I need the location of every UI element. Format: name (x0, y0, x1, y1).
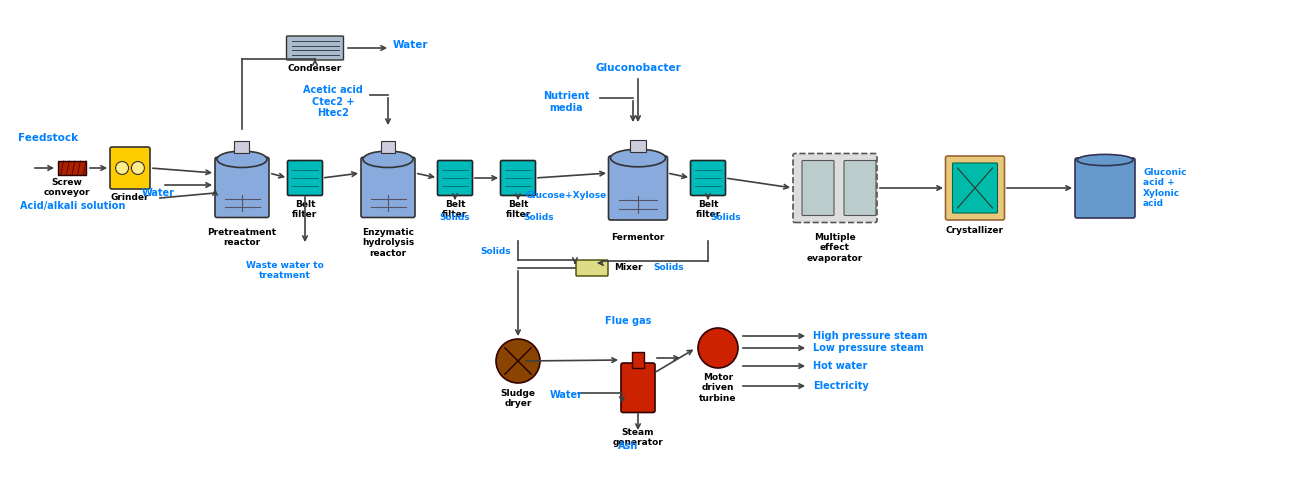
Text: Ash: Ash (618, 441, 638, 451)
Circle shape (497, 339, 540, 383)
FancyBboxPatch shape (500, 160, 536, 196)
Text: Nutrient
media: Nutrient media (543, 91, 589, 113)
Text: Fermentor: Fermentor (611, 233, 664, 242)
Bar (58, 161, 86, 175)
Text: Screw
conveyor: Screw conveyor (44, 178, 90, 197)
Ellipse shape (363, 151, 413, 167)
Text: Solids: Solids (480, 246, 511, 256)
Text: Solids: Solids (523, 213, 554, 222)
Text: High pressure steam: High pressure steam (812, 331, 927, 341)
Text: Belt
filter: Belt filter (292, 200, 317, 219)
Text: Motor
driven
turbine: Motor driven turbine (699, 373, 737, 403)
Text: Solids: Solids (710, 213, 741, 222)
Text: Flue gas: Flue gas (604, 316, 651, 326)
Circle shape (698, 328, 738, 368)
FancyBboxPatch shape (111, 147, 150, 189)
FancyBboxPatch shape (576, 260, 608, 276)
Text: Condenser: Condenser (287, 64, 342, 73)
Circle shape (131, 161, 144, 175)
Text: Pretreatment
reactor: Pretreatment reactor (208, 228, 277, 247)
Text: Gluconobacter: Gluconobacter (595, 63, 681, 73)
Text: Belt
filter: Belt filter (506, 200, 530, 219)
Text: Hot water: Hot water (812, 361, 867, 371)
Text: Gluconic
acid +
Xylonic
acid: Gluconic acid + Xylonic acid (1143, 168, 1187, 208)
Text: Grinder: Grinder (111, 193, 150, 202)
Text: Water: Water (393, 40, 429, 50)
FancyBboxPatch shape (690, 160, 725, 196)
FancyBboxPatch shape (953, 163, 997, 213)
Bar (632, 352, 644, 368)
Text: Mixer: Mixer (614, 264, 642, 273)
Text: Water: Water (550, 390, 582, 400)
Text: Solids: Solids (439, 213, 471, 222)
Circle shape (116, 161, 129, 175)
Text: Acetic acid
Ctec2 +
Htec2: Acetic acid Ctec2 + Htec2 (303, 85, 363, 118)
Text: Multiple
effect
evaporator: Multiple effect evaporator (807, 233, 863, 263)
Text: Belt
filter: Belt filter (696, 200, 720, 219)
Text: Low pressure steam: Low pressure steam (812, 343, 924, 353)
FancyBboxPatch shape (945, 156, 1005, 220)
FancyBboxPatch shape (234, 141, 250, 153)
FancyBboxPatch shape (629, 140, 646, 151)
Text: Crystallizer: Crystallizer (946, 226, 1004, 235)
FancyBboxPatch shape (286, 36, 343, 60)
FancyBboxPatch shape (802, 160, 835, 215)
Text: Enzymatic
hydrolysis
reactor: Enzymatic hydrolysis reactor (361, 228, 415, 258)
Text: Acid/alkali solution: Acid/alkali solution (20, 201, 125, 211)
FancyBboxPatch shape (287, 160, 322, 196)
FancyBboxPatch shape (793, 153, 878, 222)
Text: Solids: Solids (653, 264, 684, 273)
Ellipse shape (1076, 154, 1134, 165)
FancyBboxPatch shape (844, 160, 876, 215)
FancyBboxPatch shape (381, 141, 395, 153)
FancyBboxPatch shape (214, 157, 269, 217)
Text: Sludge
dryer: Sludge dryer (500, 389, 536, 408)
Text: Steam
generator: Steam generator (612, 428, 663, 447)
FancyBboxPatch shape (1075, 158, 1135, 218)
Ellipse shape (217, 151, 266, 167)
Text: Feedstock: Feedstock (18, 133, 78, 143)
FancyBboxPatch shape (608, 156, 667, 220)
Text: Belt
filter: Belt filter (442, 200, 468, 219)
Ellipse shape (611, 149, 666, 167)
FancyBboxPatch shape (438, 160, 472, 196)
Text: Water: Water (142, 188, 176, 198)
Text: Waste water to
treatment: Waste water to treatment (246, 261, 324, 280)
Text: Electricity: Electricity (812, 381, 868, 391)
FancyBboxPatch shape (361, 157, 415, 217)
Text: Glucose+Xylose: Glucose+Xylose (525, 191, 607, 200)
FancyBboxPatch shape (621, 363, 655, 412)
